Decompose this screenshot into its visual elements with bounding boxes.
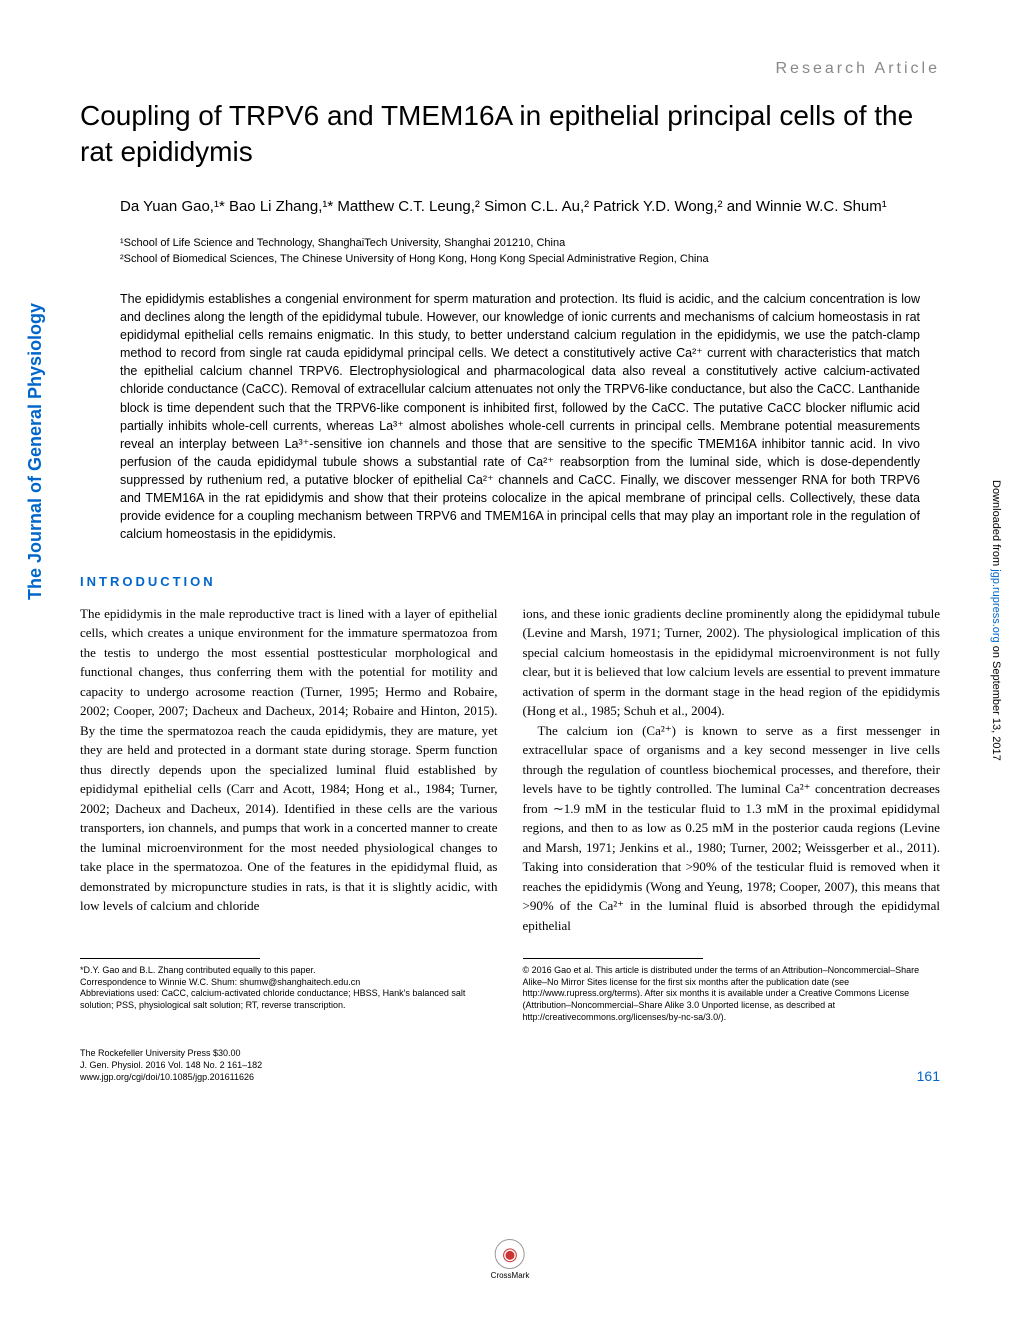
affiliations: ¹School of Life Science and Technology, … xyxy=(120,235,940,268)
pub-line1: The Rockefeller University Press $30.00 xyxy=(80,1048,262,1060)
affiliation-2: ²School of Biomedical Sciences, The Chin… xyxy=(120,251,940,268)
body-col1: The epididymis in the male reproductive … xyxy=(80,604,498,916)
sidebar-link[interactable]: jgp.rupress.org xyxy=(990,569,1002,642)
footnotes: *D.Y. Gao and B.L. Zhang contributed equ… xyxy=(80,943,940,1023)
crossmark-badge[interactable]: ◉ CrossMark xyxy=(491,1239,530,1280)
page-number: 161 xyxy=(917,1068,940,1084)
journal-sidebar-left: The Journal of General Physiology xyxy=(25,303,46,600)
section-header-introduction: INTRODUCTION xyxy=(80,574,940,589)
crossmark-label: CrossMark xyxy=(491,1271,530,1280)
pub-line3: www.jgp.org/cgi/doi/10.1085/jgp.20161162… xyxy=(80,1072,262,1084)
footnote-left: *D.Y. Gao and B.L. Zhang contributed equ… xyxy=(80,943,498,1023)
footnote-right: © 2016 Gao et al. This article is distri… xyxy=(523,943,941,1023)
crossmark-icon: ◉ xyxy=(495,1239,525,1269)
column-left: The epididymis in the male reproductive … xyxy=(80,604,498,936)
body-col2-p2: The calcium ion (Ca²⁺) is known to serve… xyxy=(523,721,941,936)
publication-info: The Rockefeller University Press $30.00 … xyxy=(80,1048,262,1083)
bottom-info: The Rockefeller University Press $30.00 … xyxy=(80,1048,940,1083)
download-sidebar-right: Downloaded from jgp.rupress.org on Septe… xyxy=(990,480,1002,761)
footnote-contrib: *D.Y. Gao and B.L. Zhang contributed equ… xyxy=(80,965,498,977)
authors-list: Da Yuan Gao,¹* Bao Li Zhang,¹* Matthew C… xyxy=(120,196,940,217)
article-type: Research Article xyxy=(80,60,940,78)
sidebar-prefix: Downloaded from xyxy=(990,480,1002,569)
column-right: ions, and these ionic gradients decline … xyxy=(523,604,941,936)
abstract: The epididymis establishes a congenial e… xyxy=(120,290,920,544)
affiliation-1: ¹School of Life Science and Technology, … xyxy=(120,235,940,252)
body-col2-p1: ions, and these ionic gradients decline … xyxy=(523,604,941,721)
body-text: The epididymis in the male reproductive … xyxy=(80,604,940,936)
footnote-copyright: © 2016 Gao et al. This article is distri… xyxy=(523,965,941,1023)
sidebar-suffix: on September 13, 2017 xyxy=(990,643,1002,761)
footnote-abbrev: Abbreviations used: CaCC, calcium-activa… xyxy=(80,988,498,1011)
article-title: Coupling of TRPV6 and TMEM16A in epithel… xyxy=(80,98,940,171)
pub-line2: J. Gen. Physiol. 2016 Vol. 148 No. 2 161… xyxy=(80,1060,262,1072)
footnote-correspondence: Correspondence to Winnie W.C. Shum: shum… xyxy=(80,977,498,989)
